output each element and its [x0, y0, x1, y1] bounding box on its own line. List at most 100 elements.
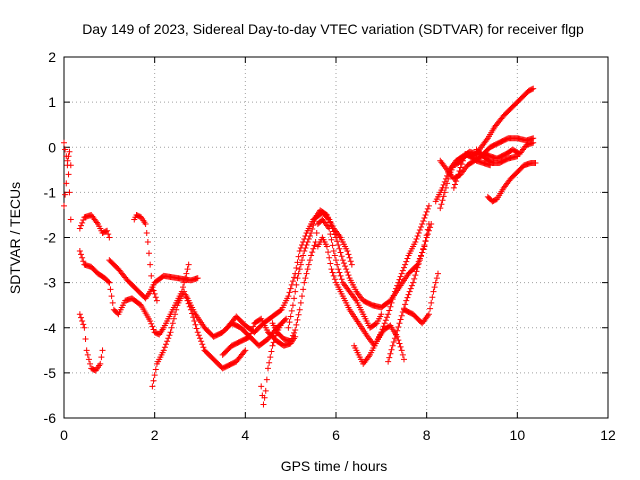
data-point-marker — [191, 317, 198, 324]
data-point-marker — [286, 319, 293, 326]
data-point-marker — [293, 264, 300, 271]
data-point-marker — [76, 225, 83, 232]
data-point-marker — [151, 290, 158, 297]
data-point-marker — [181, 288, 188, 295]
data-point-marker — [389, 296, 396, 303]
data-point-marker — [385, 358, 392, 365]
data-point-marker — [404, 255, 411, 262]
data-point-marker — [413, 268, 420, 275]
data-point-marker — [410, 279, 417, 286]
data-point-marker — [182, 275, 189, 282]
data-point-marker — [258, 383, 265, 390]
y-axis-label: SDTVAR / TECUs — [7, 182, 23, 294]
data-point-marker — [403, 258, 410, 265]
x-tick-label: 4 — [241, 427, 249, 443]
data-point-marker — [149, 383, 156, 390]
data-point-marker — [87, 360, 94, 367]
data-point-marker — [84, 351, 91, 358]
data-point-marker — [80, 321, 87, 328]
data-point-marker — [295, 311, 302, 318]
data-point-marker — [401, 356, 407, 363]
data-point-marker — [389, 342, 396, 349]
data-point-marker — [193, 325, 200, 332]
data-point-marker — [262, 387, 269, 394]
data-point-marker — [199, 341, 206, 348]
data-point-marker — [195, 332, 202, 339]
data-point-marker — [151, 372, 158, 379]
data-point-marker — [326, 254, 333, 261]
data-point-marker — [326, 225, 333, 232]
data-point-marker — [403, 297, 410, 304]
data-point-marker — [336, 245, 343, 252]
data-point-marker — [404, 294, 411, 301]
data-point-marker — [442, 175, 449, 182]
data-point-marker — [163, 341, 169, 348]
data-point-marker — [165, 335, 172, 342]
data-point-marker — [422, 238, 429, 245]
data-point-marker — [381, 320, 388, 327]
data-point-marker — [296, 266, 303, 273]
data-point-marker — [107, 286, 114, 293]
data-point-marker — [530, 85, 537, 92]
data-point-marker — [303, 242, 310, 249]
data-point-marker — [302, 275, 309, 282]
data-point-marker — [419, 220, 426, 227]
series-s15 — [269, 216, 385, 345]
y-tick-label: -1 — [44, 184, 57, 200]
data-point-marker — [427, 305, 434, 312]
x-tick-label: 6 — [332, 427, 340, 443]
data-point-marker — [300, 252, 307, 259]
data-point-marker — [83, 347, 90, 354]
data-point-marker — [306, 232, 313, 239]
data-point-marker — [418, 223, 424, 230]
data-point-marker — [76, 311, 83, 318]
data-point-marker — [456, 167, 463, 174]
data-point-marker — [398, 270, 405, 277]
data-point-marker — [291, 295, 298, 302]
data-point-marker — [327, 231, 334, 238]
data-point-marker — [76, 248, 83, 255]
data-point-marker — [180, 284, 186, 291]
data-point-marker — [415, 229, 422, 236]
data-point-marker — [425, 202, 432, 209]
data-point-marker — [330, 248, 337, 255]
data-point-marker — [420, 217, 427, 224]
data-point-marker — [306, 257, 313, 264]
x-axis-label: GPS time / hours — [281, 458, 388, 474]
data-point-marker — [402, 301, 409, 308]
data-point-marker — [416, 257, 423, 264]
data-point-marker — [342, 263, 349, 270]
series-s21 — [432, 85, 537, 205]
data-point-marker — [277, 307, 284, 314]
y-tick-label: 1 — [48, 94, 56, 110]
x-tick-label: 0 — [60, 427, 68, 443]
data-point-marker — [386, 354, 393, 361]
series-s24 — [484, 160, 539, 205]
data-point-marker — [432, 279, 439, 286]
data-point-marker — [170, 315, 177, 322]
x-tick-label: 12 — [600, 427, 616, 443]
data-point-marker — [289, 278, 296, 285]
data-point-marker — [294, 259, 301, 266]
data-point-marker — [105, 278, 112, 285]
data-point-marker — [287, 285, 294, 292]
y-tick-label: -2 — [44, 230, 57, 246]
data-point-marker — [297, 299, 304, 306]
data-point-marker — [66, 148, 73, 155]
data-point-marker — [386, 307, 393, 314]
data-point-marker — [416, 226, 423, 233]
data-point-marker — [79, 317, 86, 324]
data-point-marker — [397, 343, 404, 350]
data-point-marker — [390, 339, 397, 346]
data-point-marker — [418, 253, 424, 260]
y-tick-label: 0 — [48, 139, 56, 155]
data-point-marker — [311, 242, 318, 249]
data-point-marker — [338, 253, 345, 260]
data-point-marker — [439, 184, 446, 191]
data-point-marker — [302, 245, 309, 252]
data-point-marker — [104, 227, 111, 234]
data-point-marker — [428, 220, 435, 227]
data-point-marker — [384, 314, 390, 321]
data-point-marker — [81, 324, 88, 331]
